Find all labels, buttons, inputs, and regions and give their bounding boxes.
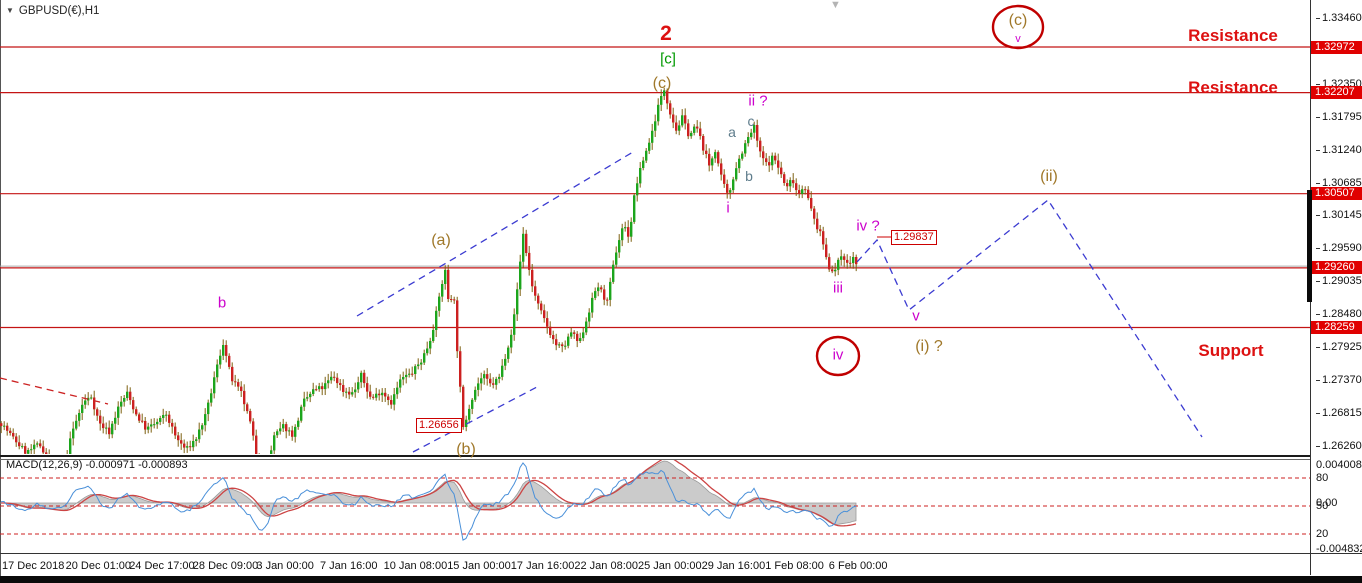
- wave-annotation[interactable]: iv: [832, 346, 844, 364]
- time-tick-label: 7 Jan 16:00: [320, 560, 378, 572]
- price-tick-label: 1.30145: [1316, 209, 1362, 221]
- chevron-down-icon[interactable]: ▼: [6, 6, 14, 15]
- tick-mark: [1316, 214, 1320, 216]
- wave-annotation[interactable]: (c): [1008, 12, 1028, 29]
- time-tick-label: 24 Dec 17:00: [129, 560, 195, 572]
- wave-circle[interactable]: [815, 335, 861, 377]
- macd-tick-label: 0.004008: [1316, 458, 1362, 471]
- time-tick-label: 1 Feb 08:00: [765, 560, 824, 572]
- wave-annotation[interactable]: ii ?: [748, 92, 768, 110]
- macd-tick-label: 0.00: [1316, 497, 1338, 509]
- wave-annotation[interactable]: i: [726, 199, 730, 217]
- price-tag[interactable]: 1.29837: [891, 230, 937, 245]
- time-tick-label: 17 Jan 16:00: [510, 560, 575, 572]
- candlestick-chart-canvas[interactable]: [0, 0, 1310, 553]
- price-tick-label: 1.27370: [1316, 374, 1362, 386]
- tick-mark: [1316, 182, 1320, 184]
- tick-mark: [1316, 149, 1320, 151]
- time-tick-label: 15 Jan 00:00: [447, 560, 511, 572]
- time-tick-label: 28 Dec 09:00: [192, 560, 259, 572]
- macd-tick-label: 80: [1316, 472, 1329, 484]
- price-axis-red-box: 1.28259: [1311, 320, 1362, 334]
- wave-annotation[interactable]: v: [1015, 33, 1021, 45]
- macd-tick-label: 50: [1316, 500, 1329, 512]
- tick-mark: [1316, 17, 1320, 19]
- tick-mark: [1316, 412, 1320, 414]
- time-tick-label: 10 Jan 08:00: [383, 560, 448, 572]
- time-tick-label: 22 Jan 08:00: [574, 560, 639, 572]
- time-tick-label: 6 Feb 00:00: [828, 560, 888, 572]
- wave-annotation[interactable]: b: [745, 168, 753, 184]
- price-tick-label: 1.31240: [1316, 144, 1362, 156]
- price-axis-black-bar: [1307, 190, 1312, 302]
- wave-annotation[interactable]: (b): [456, 441, 476, 458]
- chart-autoscroll-icon[interactable]: ▼: [830, 0, 841, 11]
- time-tick-label: 3 Jan 00:00: [256, 560, 314, 572]
- wave-annotation[interactable]: iii: [833, 279, 843, 297]
- wave-annotation[interactable]: 2: [660, 22, 672, 45]
- time-tick-label: 17 Dec 2018: [2, 560, 65, 572]
- chart-indicator-divider[interactable]: [0, 455, 1310, 457]
- tick-mark: [1316, 445, 1320, 447]
- candles-layer: [0, 87, 858, 454]
- macd-indicator-layer: [0, 460, 1310, 541]
- wave-annotation[interactable]: Support: [1198, 341, 1264, 360]
- wave-circle-markers[interactable]: [815, 4, 1045, 377]
- time-tick-label: 20 Dec 01:00: [65, 560, 132, 572]
- tick-mark: [1316, 379, 1320, 381]
- wave-annotation[interactable]: v: [912, 307, 920, 325]
- time-tick-label: 29 Jan 16:00: [701, 560, 766, 572]
- wave-annotation[interactable]: b: [217, 294, 227, 312]
- tick-mark: [1316, 116, 1320, 118]
- tick-mark: [1316, 346, 1320, 348]
- wave-annotation[interactable]: c: [747, 113, 755, 129]
- price-tick-label: 1.29035: [1316, 275, 1362, 287]
- price-tick-label: 1.26815: [1316, 407, 1362, 419]
- price-tick-label: 1.27925: [1316, 341, 1362, 353]
- tick-mark: [1316, 313, 1320, 315]
- price-tick-label: 1.33460: [1316, 12, 1362, 24]
- symbol-timeframe-label: GBPUSD(€),H1: [18, 5, 100, 17]
- wave-annotation[interactable]: (i) ?: [915, 338, 943, 355]
- wave-annotation[interactable]: (a): [431, 232, 451, 249]
- symbol-header: ▼ GBPUSD(€),H1: [6, 5, 99, 17]
- macd-tick-label: -0.004832: [1316, 542, 1362, 555]
- price-axis-red-box: 1.32972: [1311, 40, 1362, 54]
- time-tick-label: 25 Jan 00:00: [638, 560, 702, 572]
- wave-annotations-layer: 2 [c] (c) Resistance Resistance Support (a) b i i…: [217, 12, 1278, 458]
- wave-annotation[interactable]: (ii): [1040, 168, 1058, 185]
- window-left-border: [0, 0, 1, 583]
- wave-annotation[interactable]: Resistance: [1188, 26, 1278, 45]
- dashed-trendline[interactable]: [856, 199, 1203, 438]
- price-tick-label: 1.30685: [1316, 177, 1362, 189]
- price-tick-label: 1.29590: [1316, 242, 1362, 254]
- dashed-trendline[interactable]: [356, 151, 634, 317]
- price-axis-red-box: 1.32207: [1311, 86, 1362, 100]
- macd-tick-label: 20: [1316, 528, 1329, 540]
- chart-indicator-divider-inner: [0, 459, 1310, 460]
- wave-annotation[interactable]: Resistance: [1188, 78, 1278, 97]
- price-tick-label: 1.31795: [1316, 111, 1362, 123]
- price-tag[interactable]: 1.26656: [416, 418, 462, 433]
- macd-indicator-label: MACD(12,26,9) -0.000971 -0.000893: [6, 459, 188, 471]
- tick-mark: [1316, 280, 1320, 282]
- price-axis[interactable]: 1.334601.329051.323501.317951.312401.306…: [1311, 0, 1362, 555]
- time-axis-separator: [0, 553, 1362, 554]
- price-tick-label: 1.28480: [1316, 308, 1362, 320]
- wave-annotation[interactable]: (c): [652, 75, 672, 92]
- wave-annotation[interactable]: a: [728, 124, 736, 140]
- time-axis[interactable]: 17 Dec 2018 20 Dec 01:00 24 Dec 17:00 28 De…: [0, 554, 1362, 576]
- tick-mark: [1316, 247, 1320, 249]
- wave-annotation[interactable]: iv ?: [856, 217, 880, 235]
- tick-mark: [1316, 83, 1320, 85]
- trendlines-layer[interactable]: [0, 151, 1203, 453]
- wave-annotation[interactable]: [c]: [660, 50, 676, 68]
- wave-circle[interactable]: [991, 4, 1045, 50]
- price-tick-label: 1.26260: [1316, 440, 1362, 452]
- dashed-trendline[interactable]: [0, 377, 109, 405]
- price-axis-red-box: 1.30507: [1311, 187, 1362, 201]
- price-axis-red-box: 1.29260: [1311, 261, 1362, 275]
- window-bottom-border: [0, 576, 1362, 583]
